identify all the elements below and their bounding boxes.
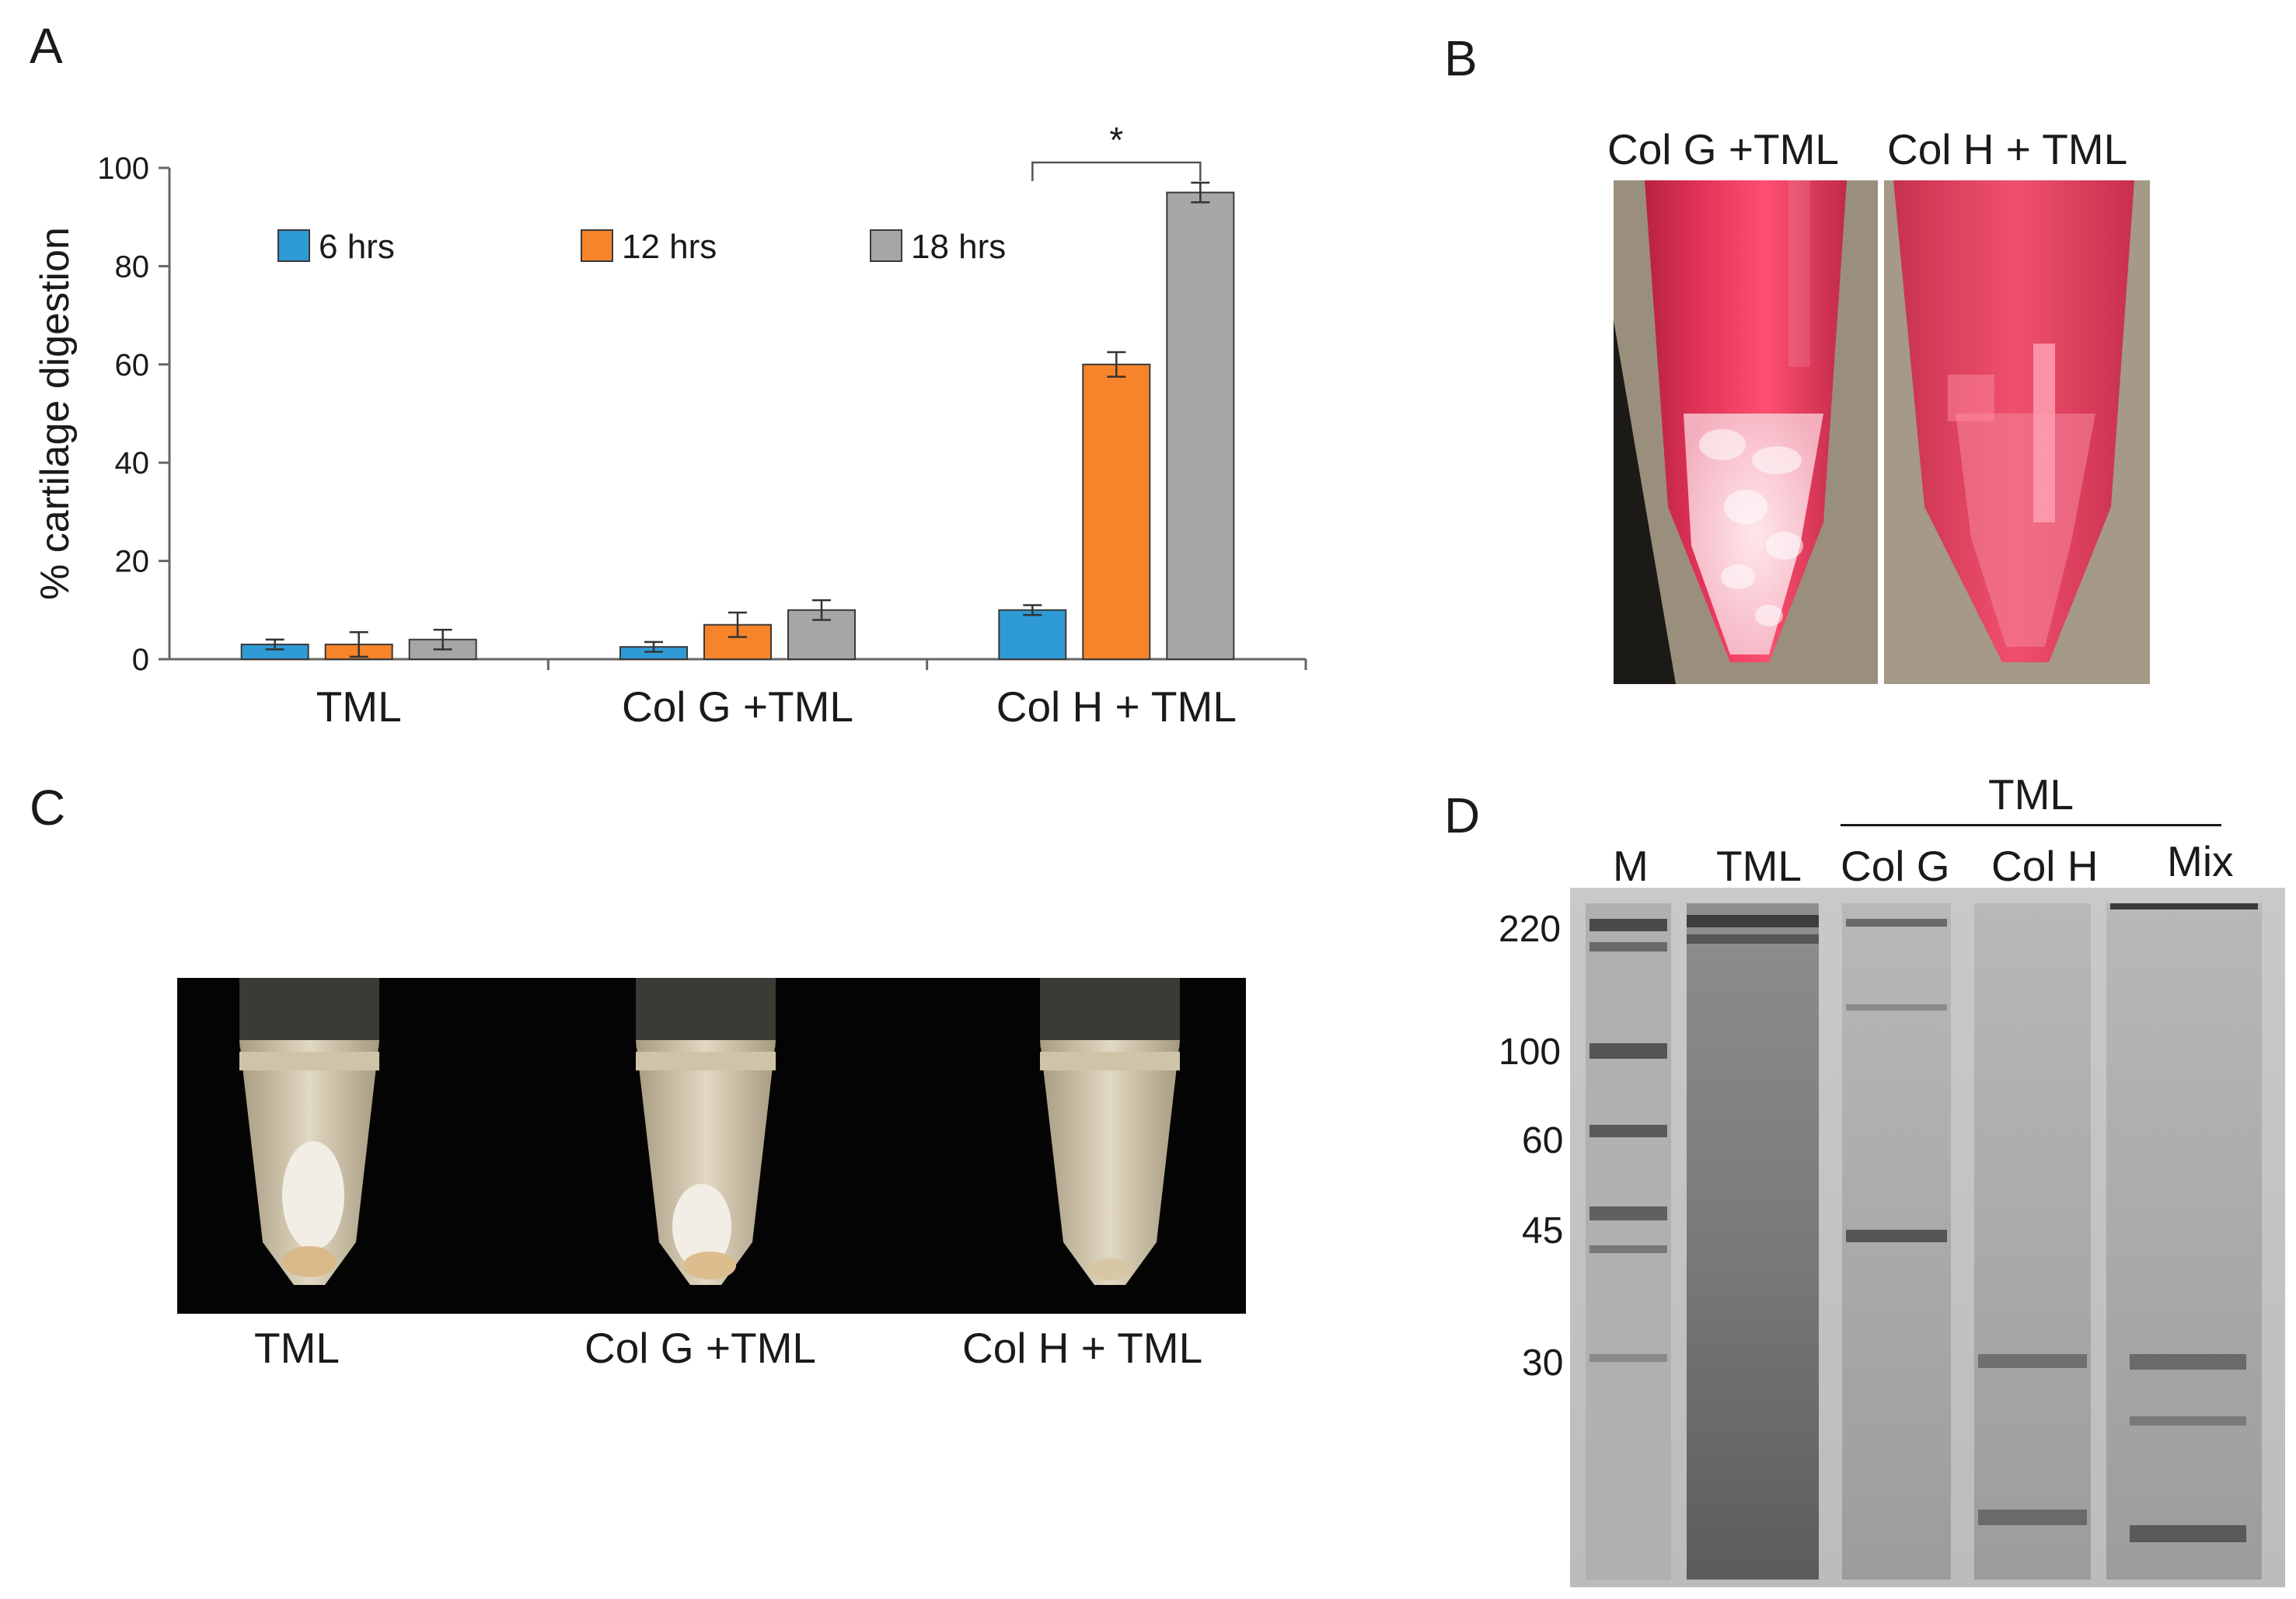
- legend-swatch: [870, 229, 902, 262]
- x-tick-label: TML: [316, 683, 402, 731]
- photo-divider: [1878, 180, 1884, 684]
- gel-lane-tml: [1687, 903, 1819, 1580]
- panel-b-label-colh: Col H + TML: [1887, 125, 2128, 173]
- gel-image: [1570, 888, 2285, 1587]
- panel-label-a: A: [30, 18, 63, 74]
- gel-lane-colh: [1974, 903, 2091, 1580]
- gel-lane-label-tml: TML: [1716, 842, 1802, 890]
- eppendorf-tube-tml: [239, 978, 379, 1285]
- panel-c-label-tml: TML: [254, 1324, 340, 1372]
- bar: [1166, 191, 1235, 661]
- gel-marker-30: 30: [1522, 1342, 1564, 1384]
- tube-photo-colh: [1884, 180, 2150, 684]
- panel-c-photo: [177, 978, 1246, 1314]
- eppendorf-tube-colh: [1040, 978, 1180, 1285]
- bar: [998, 609, 1067, 660]
- gel-marker-100: 100: [1499, 1032, 1561, 1073]
- gel-lane-m: [1586, 903, 1671, 1580]
- panel-label-d: D: [1444, 787, 1481, 843]
- chart-legend: 6 hrs 12 hrs 18 hrs: [277, 228, 1006, 266]
- gel-group-bracket: [1841, 824, 2221, 826]
- gel-lane-label-m: M: [1613, 842, 1649, 890]
- gel-lane-colg: [1842, 903, 1951, 1580]
- panel-label-c: C: [30, 780, 66, 836]
- y-tick-label: 60: [115, 348, 150, 382]
- panel-c-label-colh: Col H + TML: [962, 1324, 1203, 1372]
- chart-axes: 0 20 40 60 80 100 % cartilage digestion TML Col …: [33, 152, 1307, 731]
- gel-lane-label-colh: Col H: [1991, 842, 2099, 890]
- significance-bracket: [1031, 161, 1202, 181]
- y-tick-label: 40: [115, 446, 150, 480]
- y-axis-label: % cartilage digestion: [33, 227, 78, 600]
- bar: [1082, 363, 1151, 660]
- gel-lane-label-mix: Mix: [2167, 837, 2234, 885]
- legend-label: 6 hrs: [319, 228, 395, 266]
- panel-c-label-colg: Col G +TML: [584, 1324, 816, 1372]
- gel-marker-220: 220: [1499, 909, 1561, 950]
- eppendorf-tube-colg: [636, 978, 776, 1285]
- gel-lane-mix: [2106, 903, 2262, 1580]
- y-tick-label: 0: [132, 643, 149, 677]
- legend-swatch: [581, 229, 613, 262]
- panel-b-photo: [1614, 180, 2150, 684]
- legend-label: 12 hrs: [622, 228, 717, 266]
- chart-annotation: *: [1031, 120, 1202, 181]
- panel-label-b: B: [1444, 30, 1478, 86]
- y-tick-label: 80: [115, 250, 150, 284]
- tube-photo-colg: [1614, 180, 1878, 684]
- x-tick-label: Col H + TML: [996, 683, 1237, 731]
- gel-group-label: TML: [1988, 770, 2074, 819]
- panel-b-label-colg: Col G +TML: [1607, 125, 1839, 173]
- legend-label: 18 hrs: [911, 228, 1006, 266]
- gel-marker-45: 45: [1522, 1210, 1564, 1252]
- gel-lane-label-colg: Col G: [1841, 842, 1950, 890]
- gel-marker-60: 60: [1522, 1120, 1564, 1161]
- y-tick-label: 20: [115, 545, 150, 579]
- y-tick-label: 100: [97, 152, 149, 186]
- significance-star: *: [1109, 120, 1123, 160]
- chart-bars: [240, 181, 1235, 661]
- x-tick-label: Col G +TML: [622, 683, 853, 731]
- bar-chart: 0 20 40 60 80 100 % cartilage digestion TML Col …: [33, 120, 1307, 731]
- legend-swatch: [277, 229, 310, 262]
